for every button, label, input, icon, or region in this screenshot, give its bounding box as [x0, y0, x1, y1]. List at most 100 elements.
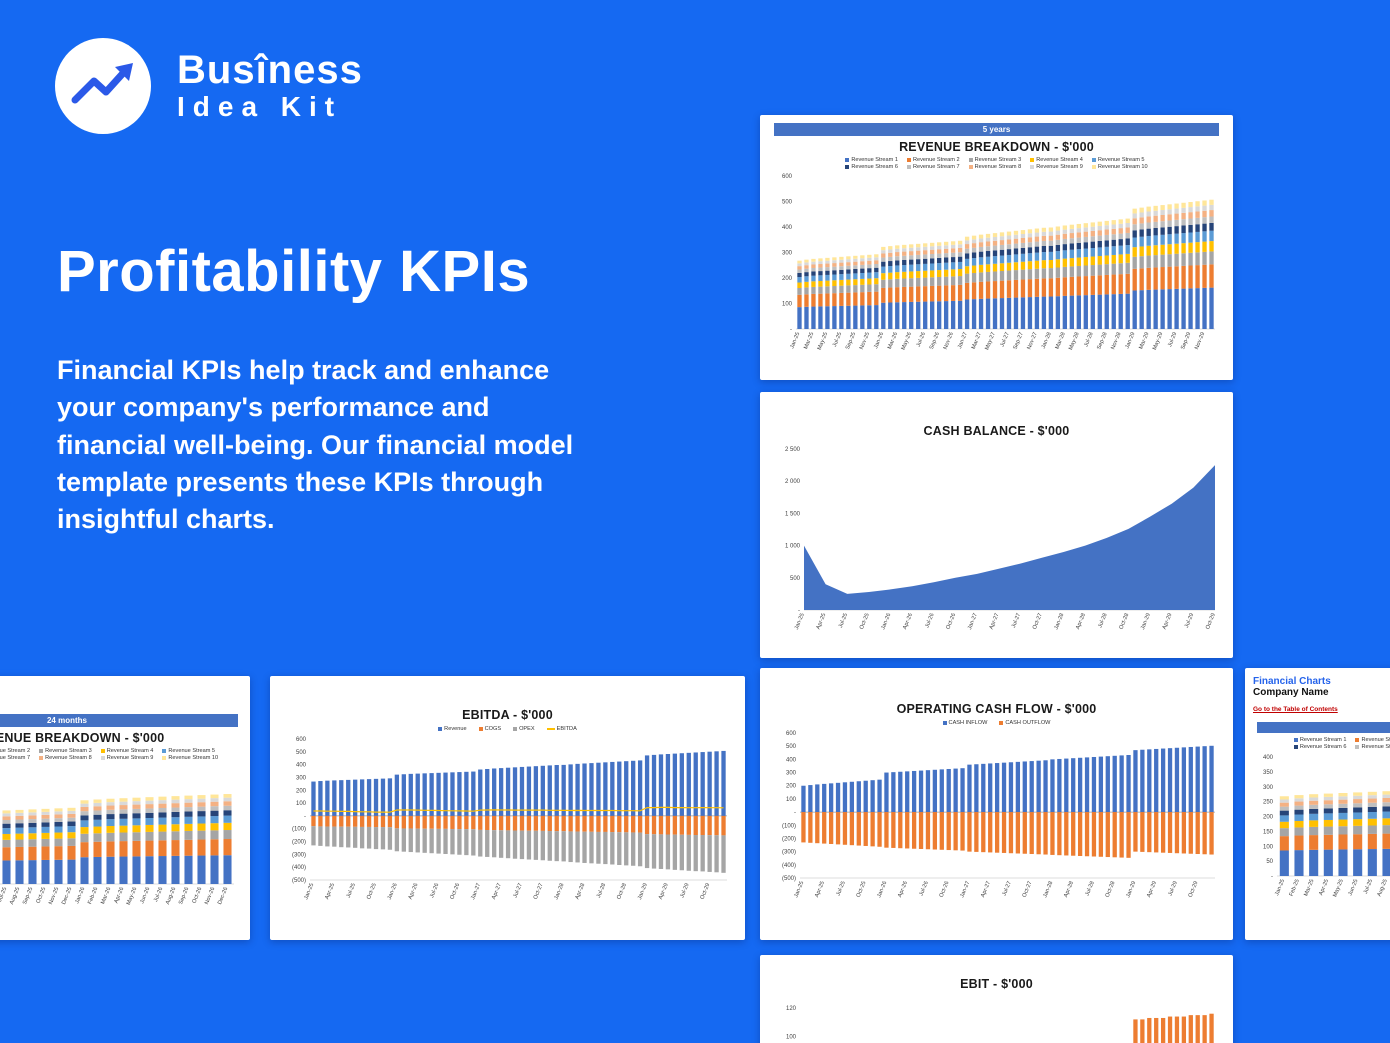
- period-banner-24-months: 24 months: [0, 714, 238, 727]
- svg-text:Nov-25: Nov-25: [859, 332, 871, 351]
- svg-text:Apr-25: Apr-25: [1318, 879, 1330, 897]
- svg-text:Jul-29: Jul-29: [679, 883, 690, 899]
- svg-text:Jul-29: Jul-29: [1168, 881, 1179, 897]
- svg-text:Jan-26: Jan-26: [873, 332, 885, 350]
- legend-item: Revenue: [438, 726, 467, 732]
- table-of-contents-link[interactable]: Go to the Table of Contents: [1253, 706, 1338, 713]
- svg-text:Jul-25: Jul-25: [0, 887, 8, 903]
- svg-text:Sep-26: Sep-26: [929, 332, 941, 351]
- svg-text:Oct-25: Oct-25: [859, 613, 871, 631]
- chart-title-ebit: EBIT - $'000: [960, 977, 1033, 991]
- svg-text:Jan-25: Jan-25: [1274, 879, 1286, 897]
- svg-text:200: 200: [786, 784, 797, 790]
- svg-text:Jan-25: Jan-25: [303, 883, 315, 901]
- svg-text:Apr-29: Apr-29: [658, 883, 670, 901]
- svg-text:500: 500: [782, 200, 793, 206]
- legend-item: EBITDA: [546, 726, 577, 732]
- company-name: Company Name: [1253, 687, 1329, 698]
- svg-text:Nov-29: Nov-29: [1194, 332, 1206, 351]
- svg-text:Apr-25: Apr-25: [814, 881, 826, 899]
- svg-text:Jan-27: Jan-27: [470, 883, 482, 901]
- svg-text:Feb-26: Feb-26: [87, 887, 99, 906]
- svg-text:2 500: 2 500: [785, 447, 801, 453]
- svg-text:300: 300: [786, 771, 797, 777]
- svg-text:Apr-28: Apr-28: [1075, 613, 1087, 631]
- svg-text:Sep-29: Sep-29: [1180, 332, 1192, 351]
- svg-text:Jul-25: Jul-25: [832, 332, 843, 348]
- svg-text:Apr-29: Apr-29: [1146, 881, 1158, 899]
- svg-text:Jul-26: Jul-26: [924, 613, 935, 629]
- svg-text:Oct-28: Oct-28: [616, 883, 628, 901]
- svg-text:(300): (300): [292, 852, 306, 858]
- svg-text:Oct-27: Oct-27: [1022, 881, 1034, 899]
- svg-text:350: 350: [1263, 770, 1274, 776]
- svg-text:Apr-28: Apr-28: [574, 883, 586, 901]
- svg-text:Apr-25: Apr-25: [324, 883, 336, 901]
- svg-text:Mar-26: Mar-26: [887, 332, 899, 351]
- legend-item: Revenue Stream 3: [39, 748, 92, 754]
- svg-text:Jan-25: Jan-25: [794, 613, 806, 631]
- legend-item: OPEX: [513, 726, 535, 732]
- svg-text:Jul-27: Jul-27: [513, 883, 524, 899]
- legend-item: Revenue Stream 7: [0, 755, 31, 761]
- svg-text:400: 400: [296, 763, 307, 769]
- brand-logo: Busîness Idea Kit: [55, 38, 363, 134]
- svg-text:Jan-27: Jan-27: [957, 332, 969, 350]
- svg-text:(400): (400): [292, 865, 306, 871]
- svg-text:1 500: 1 500: [785, 511, 801, 517]
- svg-text:1 000: 1 000: [785, 544, 801, 550]
- svg-text:Apr-28: Apr-28: [1063, 881, 1075, 899]
- svg-text:Sep-27: Sep-27: [1013, 332, 1025, 351]
- brand-name-line1: Busîness: [177, 48, 363, 92]
- brand-name-line2: Idea Kit: [177, 91, 343, 122]
- period-banner-5-years: 5 years: [774, 123, 1219, 136]
- svg-text:Apr-25: Apr-25: [816, 613, 828, 631]
- operating-cash-flow-chart: (500) (400) (300) (200) (100) - 100 200 300 400 50…: [770, 728, 1223, 908]
- svg-text:Jun-25: Jun-25: [1348, 879, 1360, 897]
- legend-item: Revenue Stream 1: [1293, 737, 1346, 743]
- svg-text:Feb-25: Feb-25: [1289, 879, 1301, 898]
- svg-text:Jan-25: Jan-25: [789, 332, 801, 350]
- svg-text:Oct-25: Oct-25: [35, 887, 47, 905]
- svg-text:-: -: [790, 327, 792, 333]
- svg-text:May-26: May-26: [126, 887, 139, 907]
- brand-name: Busîness Idea Kit: [177, 49, 363, 123]
- svg-text:Jul-28: Jul-28: [1083, 332, 1094, 348]
- svg-text:150: 150: [1263, 829, 1274, 835]
- svg-text:(500): (500): [292, 878, 306, 884]
- card-operating-cash-flow: OPERATING CASH FLOW - $'000 CASH INFLOW C…: [760, 668, 1233, 940]
- period-banner-toc: [1257, 722, 1390, 733]
- svg-text:Jan-25: Jan-25: [793, 881, 805, 899]
- svg-text:Sep-25: Sep-25: [845, 332, 857, 351]
- card-revenue-breakdown-5y: 5 years REVENUE BREAKDOWN - $'000 Revenu…: [760, 115, 1233, 380]
- page-title: Profitability KPIs: [57, 239, 531, 304]
- svg-text:500: 500: [786, 744, 797, 750]
- svg-text:250: 250: [1263, 800, 1274, 806]
- svg-text:Jul-27: Jul-27: [1011, 613, 1022, 629]
- svg-text:600: 600: [786, 731, 797, 737]
- svg-text:Oct-25: Oct-25: [366, 883, 378, 901]
- ebit-chart: -20406080100120Jan-25Apr-25Jul-25Oct-25J…: [770, 1003, 1223, 1043]
- svg-text:400: 400: [782, 225, 793, 231]
- legend-item: Revenue Stream 7: [1355, 744, 1390, 750]
- card-ebitda: EBITDA - $'000 Revenue COGS OPEX EBITDA (50…: [270, 676, 745, 940]
- svg-text:May-28: May-28: [1068, 332, 1081, 352]
- legend-item: Revenue Stream 6: [845, 164, 898, 170]
- svg-text:600: 600: [296, 737, 307, 743]
- svg-text:Jul-27: Jul-27: [1000, 332, 1011, 348]
- svg-text:Nov-26: Nov-26: [943, 332, 955, 351]
- chart-title-ebitda: EBITDA - $'000: [462, 708, 553, 722]
- svg-text:Dec-26: Dec-26: [217, 887, 229, 906]
- svg-text:Jul-27: Jul-27: [1002, 881, 1013, 897]
- svg-text:Jul-28: Jul-28: [1097, 613, 1108, 629]
- svg-text:Oct-29: Oct-29: [1188, 881, 1200, 899]
- svg-text:Jan-27: Jan-27: [959, 881, 971, 899]
- svg-text:Mar-25: Mar-25: [803, 332, 815, 351]
- svg-text:(200): (200): [292, 840, 306, 846]
- svg-text:200: 200: [296, 788, 307, 794]
- svg-text:Oct-26: Oct-26: [449, 883, 461, 901]
- svg-text:Mar-28: Mar-28: [1055, 332, 1067, 351]
- svg-text:Jul-26: Jul-26: [919, 881, 930, 897]
